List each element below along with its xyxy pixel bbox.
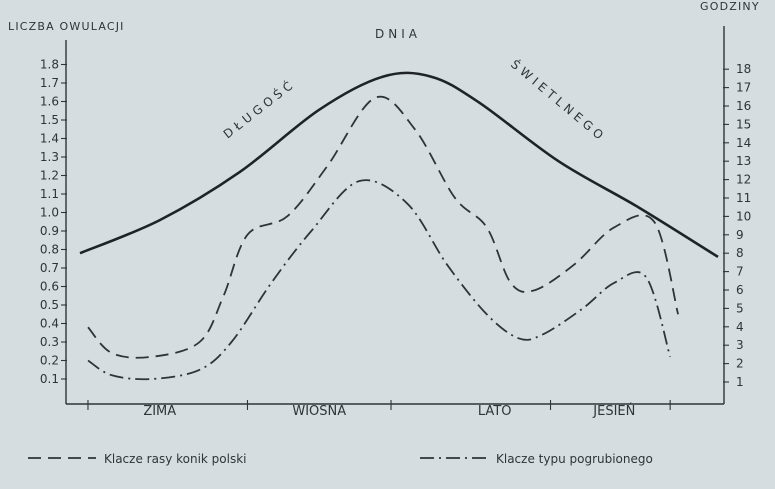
x-category-label: WIOSNA	[292, 404, 346, 419]
right-tick-label: 10	[736, 209, 751, 223]
right-tick-label: 2	[736, 357, 744, 371]
axes-layer	[61, 26, 729, 410]
right-tick-label: 1	[736, 375, 744, 389]
left-tick-label: 0.7	[40, 261, 59, 275]
left-tick-label: 1.2	[40, 169, 59, 183]
left-tick-label: 1.6	[40, 95, 59, 109]
right-tick-label: 5	[736, 301, 744, 315]
right-tick-label: 4	[736, 320, 744, 334]
x-category-label: ZIMA	[143, 404, 176, 419]
x-category-label: LATO	[478, 404, 512, 419]
right-tick-label: 16	[736, 99, 751, 113]
right-tick-label: 15	[736, 117, 751, 131]
left-tick-label: 1.1	[40, 187, 59, 201]
right-tick-label: 13	[736, 154, 751, 168]
curves-layer	[79, 71, 719, 381]
right-tick-label: 18	[736, 62, 751, 76]
left-tick-label: 1.3	[40, 150, 59, 164]
left-tick-label: 1.5	[40, 113, 59, 127]
series-pogrubiony-line	[87, 179, 671, 381]
left-tick-label: 0.5	[40, 298, 59, 312]
daylight-curve-label: DŁUGOŚĆ	[220, 76, 298, 142]
left-tick-label: 0.6	[40, 280, 59, 294]
left-tick-label: 0.4	[40, 317, 59, 331]
daylight-curve-label: DNIA	[375, 27, 421, 41]
left-axis-title: LICZBA OWULACJI	[8, 20, 125, 33]
daylight-length-curve	[79, 71, 719, 259]
labels-layer: 0.1 0.2 0.3 0.4 0.5 0.6 0.7 0.8 0.9 1.0 1.1 1.2 1.3 1…	[8, 0, 760, 466]
right-tick-label: 9	[736, 228, 744, 242]
right-tick-label: 12	[736, 173, 751, 187]
right-tick-label: 17	[736, 81, 751, 95]
series-konik-polski-line	[87, 95, 679, 359]
left-tick-label: 0.2	[40, 354, 59, 368]
right-tick-label: 6	[736, 283, 744, 297]
right-axis-title: GODZINY	[700, 0, 760, 13]
left-tick-label: 0.9	[40, 224, 59, 238]
right-tick-label: 14	[736, 136, 751, 150]
legend-label: Klacze typu pogrubionego	[496, 452, 653, 466]
x-category-label: JESIEŃ	[592, 403, 635, 419]
right-tick-label: 7	[736, 265, 744, 279]
right-tick-label: 3	[736, 338, 744, 352]
right-tick-label: 8	[736, 246, 744, 260]
left-tick-label: 0.3	[40, 335, 59, 349]
left-tick-label: 1.4	[40, 132, 59, 146]
left-tick-label: 1.7	[40, 76, 59, 90]
daylight-curve-label: ŚWIETLNEGO	[508, 56, 610, 145]
left-tick-label: 1.8	[40, 58, 59, 72]
left-tick-label: 0.1	[40, 372, 59, 386]
right-tick-label: 11	[736, 191, 751, 205]
left-tick-label: 1.0	[40, 206, 59, 220]
legend-label: Klacze rasy konik polski	[104, 452, 247, 466]
left-tick-label: 0.8	[40, 243, 59, 257]
